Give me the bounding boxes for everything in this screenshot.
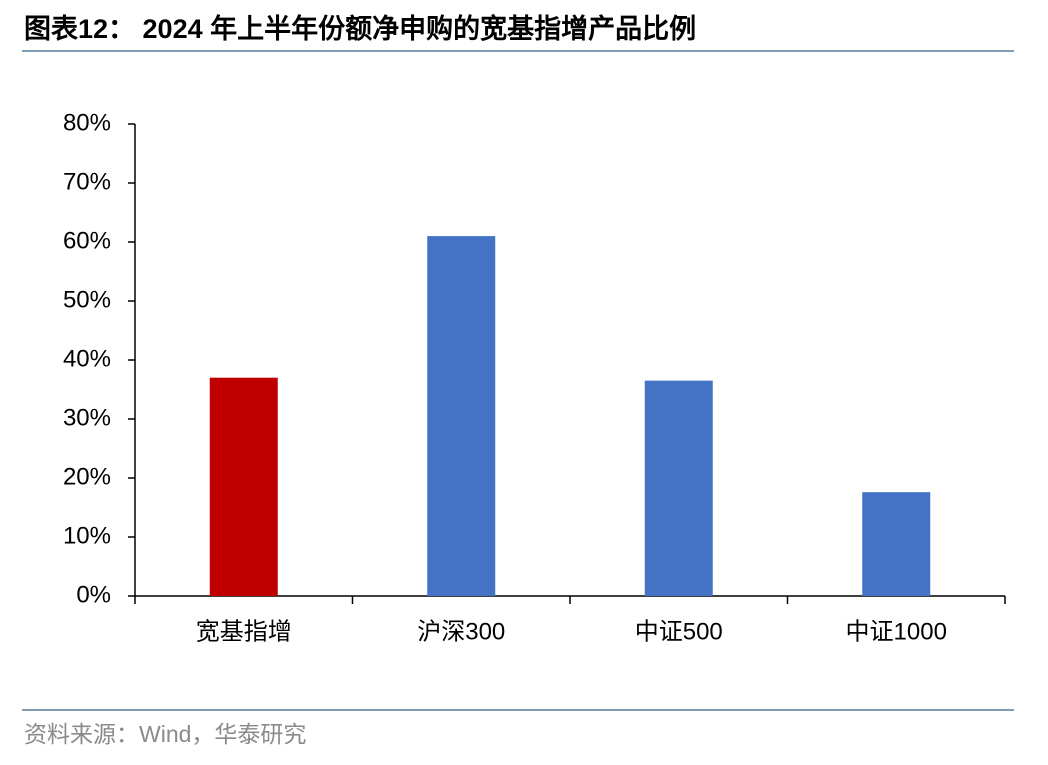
- x-tick-label: 中证1000: [846, 618, 947, 645]
- y-tick-label: 30%: [63, 404, 111, 431]
- x-tick-label: 沪深300: [417, 618, 505, 645]
- y-tick-label: 80%: [63, 109, 111, 136]
- y-tick-label: 70%: [63, 168, 111, 195]
- bar: [427, 236, 496, 596]
- y-tick-label: 0%: [76, 581, 111, 608]
- y-tick-label: 50%: [63, 286, 111, 313]
- bar: [862, 492, 931, 596]
- source: 资料来源：Wind，华泰研究: [24, 721, 306, 747]
- y-tick-label: 40%: [63, 345, 111, 372]
- y-tick-label: 60%: [63, 227, 111, 254]
- x-tick-label: 宽基指增: [196, 618, 292, 645]
- y-tick-label: 10%: [63, 522, 111, 549]
- bar: [209, 377, 278, 596]
- x-tick-label: 中证500: [635, 618, 723, 645]
- chart-title: 图表12： 2024 年上半年份额净申购的宽基指增产品比例: [24, 13, 696, 44]
- y-tick-label: 20%: [63, 463, 111, 490]
- bar: [644, 380, 713, 596]
